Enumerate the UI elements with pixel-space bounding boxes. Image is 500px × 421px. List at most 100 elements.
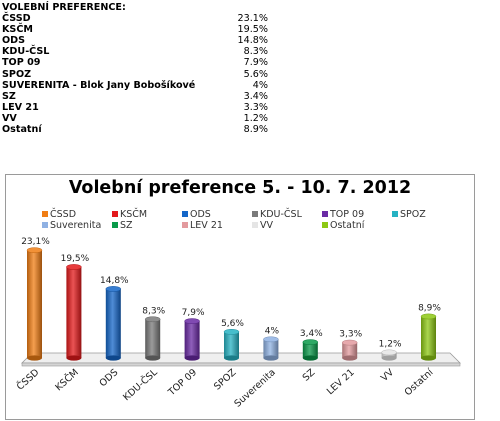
legend-label: VV [260, 220, 273, 231]
bar-top [223, 329, 240, 335]
party-name: SZ [2, 90, 16, 102]
bar-base [381, 355, 397, 361]
bar-top [420, 313, 437, 320]
legend-item: Suverenita [42, 220, 101, 231]
legend-item: VV [252, 220, 273, 231]
legend-label: TOP 09 [330, 209, 365, 220]
preference-row: SUVERENITA - Blok Jany Bobošíkové 4% [2, 80, 268, 91]
legend-label: SPOZ [400, 209, 426, 220]
data-label: 19,5% [61, 254, 90, 264]
bar [66, 267, 82, 358]
preference-row: SPOZ 5.6% [2, 68, 268, 80]
preference-heading: VOLEBNÍ PREFERENCE: [2, 2, 126, 13]
category-label: KDU-ČSL [121, 366, 161, 403]
legend-swatch [42, 211, 48, 217]
bar-chart: 23,1% ČSSD 19,5% KSČM 14,8% ODS 8,3% KDU-ČSL 7,9… [14, 237, 461, 410]
data-label: 5,6% [221, 319, 244, 329]
preference-row: KSČM 19.5% [2, 24, 268, 35]
legend-item: ODS [182, 209, 211, 220]
party-value: 4% [252, 79, 268, 91]
legend-swatch [42, 222, 48, 228]
preference-row: ODS 14.8% [2, 35, 268, 47]
legend-item: KDU-ČSL [252, 209, 302, 220]
legend-swatch [322, 222, 328, 228]
preference-row: KDU-ČSL 8.3% [2, 46, 268, 58]
data-label: 3,3% [339, 330, 362, 340]
legend-swatch [392, 211, 398, 217]
bar [105, 288, 121, 358]
party-name: TOP 09 [2, 57, 41, 69]
bar [224, 331, 239, 358]
category-label: TOP 09 [166, 367, 199, 399]
bar-base [145, 355, 161, 361]
legend-item: TOP 09 [322, 209, 364, 220]
category-label: SZ [301, 367, 318, 384]
party-value: 3.4% [243, 90, 268, 102]
legend-label: KSČM [120, 209, 148, 220]
legend-item: ČSSD [42, 209, 76, 220]
category-label: ČSSD [14, 366, 41, 392]
party-value: 8.3% [243, 46, 268, 58]
category-label: KSČM [53, 366, 81, 393]
legend-label: Ostatní [330, 220, 365, 231]
legend-label: Suverenita [50, 220, 102, 231]
bar-base [342, 355, 358, 361]
legend-item: Ostatní [322, 220, 364, 231]
bar [263, 339, 279, 358]
party-name: Ostatní [2, 124, 42, 136]
data-label: 4% [265, 326, 280, 336]
data-label: 8,3% [142, 306, 165, 316]
preference-row: SZ 3.4% [2, 90, 268, 102]
category-label: Ostatní [403, 367, 436, 398]
data-label: 3,4% [300, 329, 323, 339]
party-value: 19.5% [237, 24, 268, 36]
party-name: SUVERENITA - Blok Jany Bobošíkové [2, 79, 196, 91]
party-value: 7.9% [243, 57, 268, 69]
party-name: SPOZ [2, 68, 32, 80]
preference-row: Ostatní 8.9% [2, 124, 268, 136]
legend-swatch [252, 211, 258, 217]
chart-floor-edge [21, 362, 461, 367]
bar-base [66, 355, 82, 361]
category-label: Suverenita [232, 367, 277, 409]
data-label: 14,8% [100, 276, 129, 286]
bar-top [66, 264, 82, 270]
party-name: LEV 21 [2, 101, 39, 113]
legend-swatch [252, 222, 258, 228]
chart-frame: Volební preference 5. - 10. 7. 2012 ČSSD… [5, 174, 475, 420]
legend-item: KSČM [112, 209, 147, 220]
bar [145, 319, 161, 358]
party-name: ODS [2, 35, 26, 47]
legend-swatch [182, 222, 188, 228]
party-name: VV [2, 112, 17, 124]
bar [27, 250, 42, 358]
bar-top [381, 349, 397, 356]
legend-swatch [322, 211, 328, 217]
legend-swatch [112, 222, 118, 228]
legend-label: SZ [120, 220, 133, 231]
legend-label: ČSSD [50, 209, 77, 220]
bar [342, 342, 358, 358]
bar [184, 321, 200, 358]
category-label: SPOZ [212, 367, 239, 393]
data-label: 1,2% [379, 339, 402, 349]
bar [421, 316, 436, 358]
bar-base [302, 355, 318, 361]
party-value: 23.1% [237, 13, 268, 25]
bar-top [144, 316, 161, 323]
legend-item: SPOZ [392, 209, 426, 220]
party-name: KDU-ČSL [2, 46, 50, 58]
party-value: 1.2% [243, 112, 268, 124]
category-label: ODS [97, 367, 120, 389]
bar-base [263, 355, 279, 361]
preference-row: VV 1.2% [2, 112, 268, 124]
chart-title: Volební preference 5. - 10. 7. 2012 [68, 178, 412, 198]
bar-base [421, 355, 436, 361]
party-value: 14.8% [237, 35, 268, 47]
bar-top [302, 339, 319, 345]
data-label: 23,1% [21, 237, 50, 247]
data-label: 8,9% [418, 303, 441, 313]
legend-label: ODS [190, 209, 211, 220]
preference-table: VOLEBNÍ PREFERENCE: ČSSD 23.1% KSČM 19.5% OD… [2, 2, 268, 136]
bar-top [184, 318, 200, 324]
